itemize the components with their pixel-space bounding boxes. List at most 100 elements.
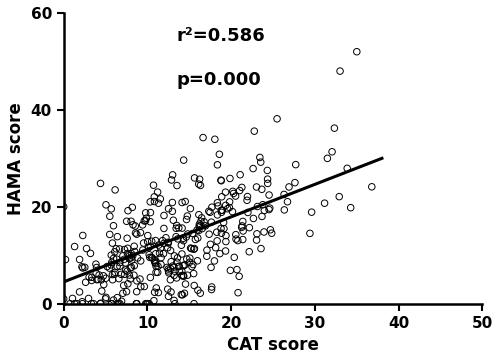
Point: [254, 204, 262, 209]
Point: [95, 272, 103, 278]
Point: [122, 260, 130, 266]
Point: [96, 301, 104, 306]
Point: [92, 270, 100, 276]
Point: [172, 275, 180, 281]
Point: [108, 260, 116, 265]
Point: [123, 268, 131, 274]
Point: [203, 253, 211, 259]
Point: [229, 188, 237, 194]
Point: [96, 300, 104, 306]
Point: [126, 276, 134, 282]
Point: [88, 301, 96, 306]
Point: [142, 301, 150, 306]
Point: [146, 219, 154, 225]
Point: [208, 204, 216, 210]
Point: [150, 182, 158, 188]
Point: [258, 214, 266, 219]
Point: [146, 243, 154, 249]
Point: [154, 263, 162, 269]
Point: [116, 260, 124, 265]
Point: [174, 236, 182, 242]
X-axis label: CAT score: CAT score: [227, 336, 319, 354]
Point: [203, 247, 211, 253]
Point: [264, 168, 272, 173]
Point: [238, 223, 246, 229]
Point: [170, 264, 178, 270]
Point: [206, 209, 214, 215]
Point: [100, 282, 108, 287]
Point: [136, 258, 144, 264]
Point: [188, 264, 196, 270]
Point: [181, 262, 189, 268]
Point: [180, 235, 188, 241]
Point: [218, 194, 226, 200]
Point: [170, 273, 178, 278]
Point: [167, 259, 175, 265]
Point: [172, 234, 180, 240]
Point: [152, 269, 160, 275]
Point: [76, 289, 84, 295]
Point: [142, 301, 150, 306]
Point: [174, 255, 182, 261]
Point: [199, 135, 207, 140]
Point: [146, 275, 154, 280]
Point: [60, 296, 68, 302]
Point: [164, 293, 172, 299]
Point: [169, 263, 177, 269]
Point: [158, 238, 166, 243]
Point: [110, 297, 118, 303]
Point: [114, 301, 122, 306]
Point: [134, 255, 141, 261]
Point: [132, 301, 140, 306]
Point: [140, 284, 148, 290]
Point: [197, 222, 205, 228]
Point: [226, 205, 234, 210]
Point: [217, 226, 225, 231]
Point: [190, 246, 198, 252]
Point: [193, 227, 201, 233]
Point: [86, 251, 94, 256]
Point: [330, 125, 338, 131]
Point: [142, 218, 150, 224]
Point: [128, 264, 136, 270]
Point: [232, 232, 240, 238]
Point: [152, 263, 160, 269]
Point: [113, 264, 121, 269]
Point: [264, 176, 272, 182]
Text: p=0.000: p=0.000: [176, 71, 262, 89]
Point: [124, 245, 132, 251]
Point: [222, 239, 230, 244]
Point: [78, 301, 86, 306]
Point: [122, 289, 130, 295]
Point: [156, 245, 164, 251]
Point: [144, 301, 152, 306]
Point: [142, 216, 150, 221]
Point: [102, 275, 110, 281]
Point: [84, 296, 92, 301]
Point: [308, 209, 316, 215]
Point: [173, 223, 181, 229]
Point: [208, 219, 216, 225]
Point: [142, 210, 150, 216]
Point: [128, 253, 136, 259]
Point: [166, 277, 174, 283]
Point: [346, 205, 354, 210]
Point: [124, 208, 132, 214]
Point: [108, 301, 116, 306]
Point: [102, 202, 110, 208]
Point: [216, 251, 224, 257]
Point: [245, 249, 253, 255]
Point: [244, 193, 252, 199]
Point: [110, 256, 118, 261]
Point: [226, 268, 234, 273]
Point: [129, 222, 137, 228]
Point: [136, 230, 144, 235]
Point: [126, 265, 134, 271]
Point: [284, 199, 292, 205]
Point: [164, 239, 172, 245]
Point: [108, 301, 116, 306]
Point: [150, 298, 158, 304]
Point: [112, 256, 120, 262]
Point: [108, 301, 116, 306]
Point: [258, 186, 266, 192]
